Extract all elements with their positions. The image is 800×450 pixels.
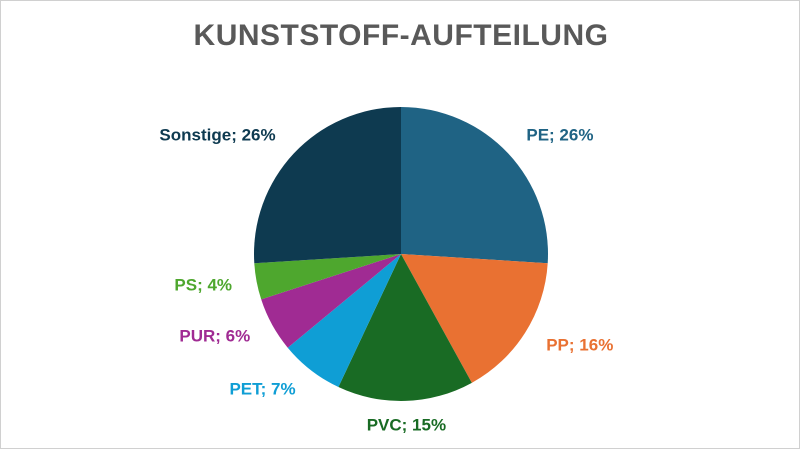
pie-slice-pp (401, 254, 548, 383)
pie-slice-sonstige (254, 107, 401, 264)
data-label-pp: PP; 16% (546, 336, 613, 355)
data-label-pvc: PVC; 15% (367, 415, 446, 434)
data-label-pe: PE; 26% (526, 126, 593, 145)
pie-slice-pet (287, 254, 401, 388)
chart-title: KUNSTSTOFF-AUFTEILUNG (193, 19, 609, 52)
data-label-ps: PS; 4% (174, 276, 232, 295)
pie-slice-pur (261, 254, 401, 348)
data-label-pur: PUR; 6% (179, 326, 250, 345)
data-label-sonstige: Sonstige; 26% (159, 126, 275, 145)
data-label-pet: PET; 7% (229, 379, 295, 398)
pie-slice-ps (254, 254, 401, 300)
pie-slice-pe (401, 107, 548, 264)
pie-slice-pvc (338, 254, 472, 401)
